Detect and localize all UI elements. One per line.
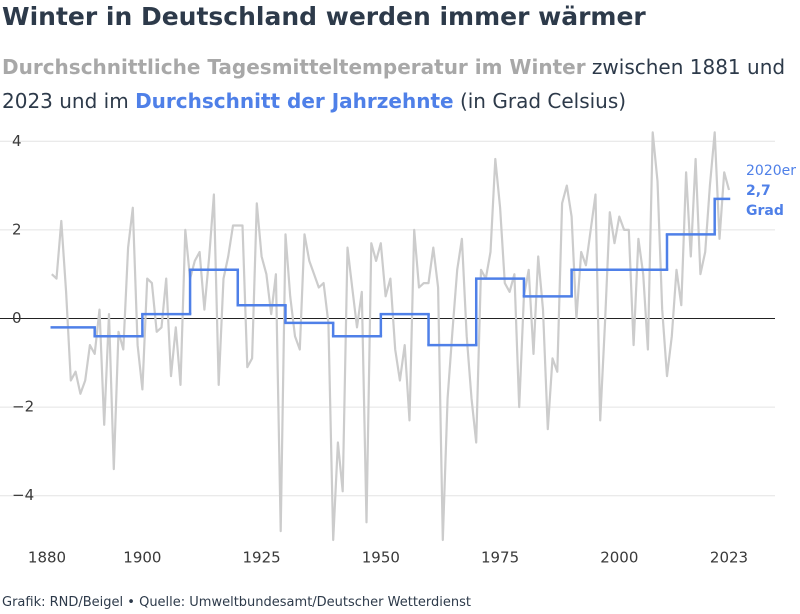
- subtitle-part: zwischen 1881 und 2023 und im: [2, 55, 792, 113]
- chart-title: Winter in Deutschland werden immer wärme…: [2, 2, 646, 31]
- x-tick-label: 1880: [28, 549, 66, 567]
- x-tick-label: 1900: [123, 549, 161, 567]
- annotation: 2,7: [746, 183, 771, 199]
- annotation: 2020er: [746, 163, 796, 179]
- x-tick-label: 2023: [710, 549, 748, 567]
- footer: Grafik: RND/Beigel • Quelle: Umweltbunde…: [2, 595, 472, 610]
- y-tick-label: 0: [12, 309, 22, 327]
- y-tick-label: 2: [12, 220, 22, 238]
- subtitle-part: (in Grad Celsius): [453, 89, 627, 113]
- subtitle-part: Durchschnittliche Tagesmitteltemperatur …: [2, 55, 586, 79]
- subtitle-part: Durchschnitt der Jahrzehnte: [135, 89, 454, 113]
- y-tick-label: −2: [12, 398, 34, 416]
- x-tick-label: 1925: [243, 549, 281, 567]
- annual-line: [51, 131, 731, 542]
- x-tick-label: 2000: [600, 549, 638, 567]
- x-tick-label: 1975: [481, 549, 519, 567]
- y-tick-label: 4: [12, 132, 22, 150]
- y-tick-label: −4: [12, 486, 34, 504]
- annotation: Grad: [746, 203, 784, 219]
- x-tick-label: 1950: [362, 549, 400, 567]
- chart-subtitle: Durchschnittliche Tagesmitteltemperatur …: [2, 50, 792, 118]
